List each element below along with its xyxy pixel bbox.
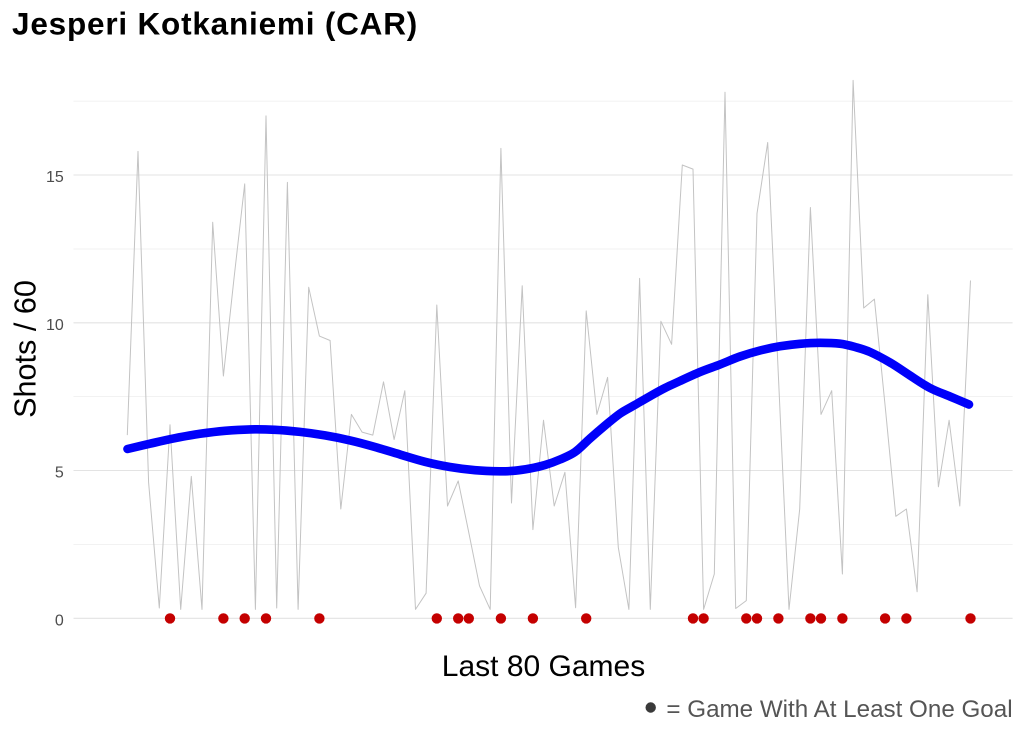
svg-text:15: 15 <box>46 169 64 186</box>
svg-text:Last 80 Games: Last 80 Games <box>442 650 645 683</box>
svg-text:5: 5 <box>55 465 64 482</box>
svg-text:0: 0 <box>55 612 64 629</box>
svg-text:Shots / 60: Shots / 60 <box>9 280 43 418</box>
svg-text:10: 10 <box>46 317 64 334</box>
svg-text:Jesperi Kotkaniemi (CAR): Jesperi Kotkaniemi (CAR) <box>12 5 418 41</box>
svg-text:= Game With At Least One Goal: = Game With At Least One Goal <box>666 696 1012 723</box>
